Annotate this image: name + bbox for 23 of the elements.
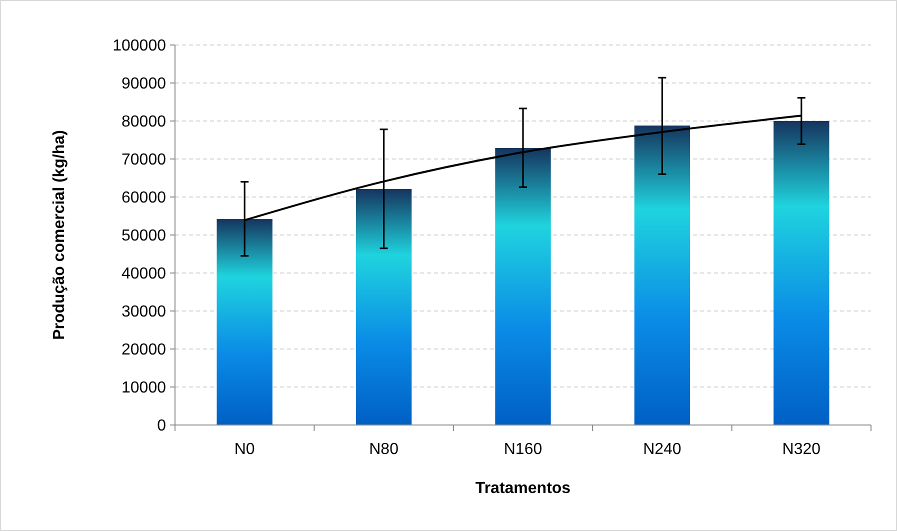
y-tick-label: 40000 [122,266,166,283]
bar [774,121,830,425]
x-tick-label: N320 [782,441,821,458]
y-tick-label: 90000 [122,76,166,93]
bar [495,148,551,425]
bar [216,219,272,425]
y-tick-label: 30000 [122,304,166,321]
y-axis-title: Produção comercial (kg/ha) [51,130,68,340]
y-tick-label: 20000 [122,342,166,359]
y-tick-label: 60000 [122,190,166,207]
y-tick-label: 0 [157,418,166,435]
y-tick-label: 80000 [122,114,166,131]
x-tick-label: N0 [234,441,255,458]
bar [356,189,412,425]
bar [634,126,690,425]
x-tick-label: N160 [504,441,542,458]
y-tick-label: 100000 [112,38,166,55]
x-tick-label: N240 [643,441,682,458]
y-tick-label: 10000 [122,380,166,397]
y-tick-label: 70000 [122,152,166,169]
x-tick-label: N80 [369,441,399,458]
y-tick-label: 50000 [122,228,166,245]
x-axis-title: Tratamentos [475,480,571,497]
